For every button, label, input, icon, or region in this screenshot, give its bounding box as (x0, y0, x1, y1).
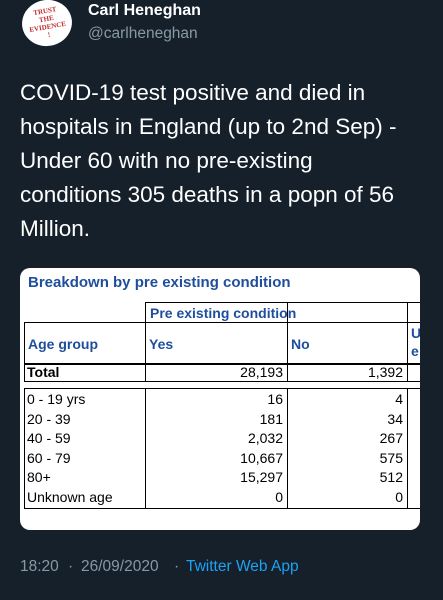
table-image[interactable]: Breakdown by pre existing condition Pre e… (20, 268, 420, 530)
row-label: 0 - 19 yrs (27, 391, 86, 407)
rule (287, 302, 288, 381)
row-value: 2,032 (247, 430, 283, 446)
separator: · (68, 558, 74, 575)
row-value: 16 (267, 391, 283, 407)
tweet-time: 18:20 (20, 558, 59, 575)
row-value: 512 (379, 469, 403, 485)
column-header: No (291, 336, 310, 352)
separator: · (174, 558, 180, 575)
cut-header: e (411, 343, 419, 359)
column-header: Age group (28, 336, 98, 352)
row-label: 40 - 59 (27, 430, 71, 446)
tweet-date: 26/09/2020 (81, 558, 159, 575)
rule (24, 322, 420, 323)
row-label: 60 - 79 (27, 449, 71, 466)
tweet-source[interactable]: Twitter Web App (186, 558, 299, 575)
row-value: 34 (387, 410, 403, 427)
rule (407, 363, 408, 382)
cut-header: U (411, 325, 420, 341)
author-name[interactable]: Carl Heneghan (88, 2, 201, 19)
tweet-line: conditions 305 deaths in a popn of 56 (20, 182, 395, 207)
rule (24, 381, 420, 382)
rule (407, 388, 408, 509)
rule (24, 363, 25, 382)
row-value: 575 (379, 449, 403, 466)
rule (24, 322, 25, 381)
row-value: 10,667 (240, 449, 283, 466)
rule (287, 363, 288, 382)
row-value: 0 (395, 488, 403, 505)
tweet-line: Under 60 with no pre-existing (20, 148, 313, 173)
row-value: 267 (379, 430, 403, 446)
rule (24, 388, 420, 389)
rule (145, 388, 146, 509)
total-value: 28,193 (240, 364, 283, 380)
group-header: Pre existing condition (150, 305, 297, 321)
rule (287, 388, 288, 509)
total-value: 1,392 (367, 364, 403, 380)
column-header: Yes (149, 336, 174, 352)
total-label: Total (27, 364, 60, 380)
row-label: 80+ (27, 469, 51, 485)
rule (24, 363, 420, 365)
tweet-line: COVID-19 test positive and died in (20, 80, 366, 105)
rule (145, 302, 146, 381)
row-value: 181 (259, 410, 283, 427)
rule (145, 302, 420, 303)
row-value: 15,297 (240, 469, 283, 485)
tweet-line: hospitals in England (up to 2nd Sep) - (20, 114, 397, 139)
rule (407, 302, 408, 381)
rule (24, 508, 420, 509)
row-value: 0 (275, 488, 283, 505)
rule (145, 363, 146, 382)
author-handle[interactable]: @carlheneghan (88, 25, 198, 42)
table-title: Breakdown by pre existing condition (28, 274, 291, 291)
row-label: Unknown age (27, 488, 113, 505)
avatar-text: ! (47, 30, 51, 39)
avatar[interactable]: TRUST THE EVIDENCE ! (18, 0, 76, 50)
row-label: 20 - 39 (27, 410, 71, 427)
tweet-line: Million. (20, 216, 91, 241)
rule (24, 388, 25, 509)
row-value: 4 (395, 391, 403, 407)
